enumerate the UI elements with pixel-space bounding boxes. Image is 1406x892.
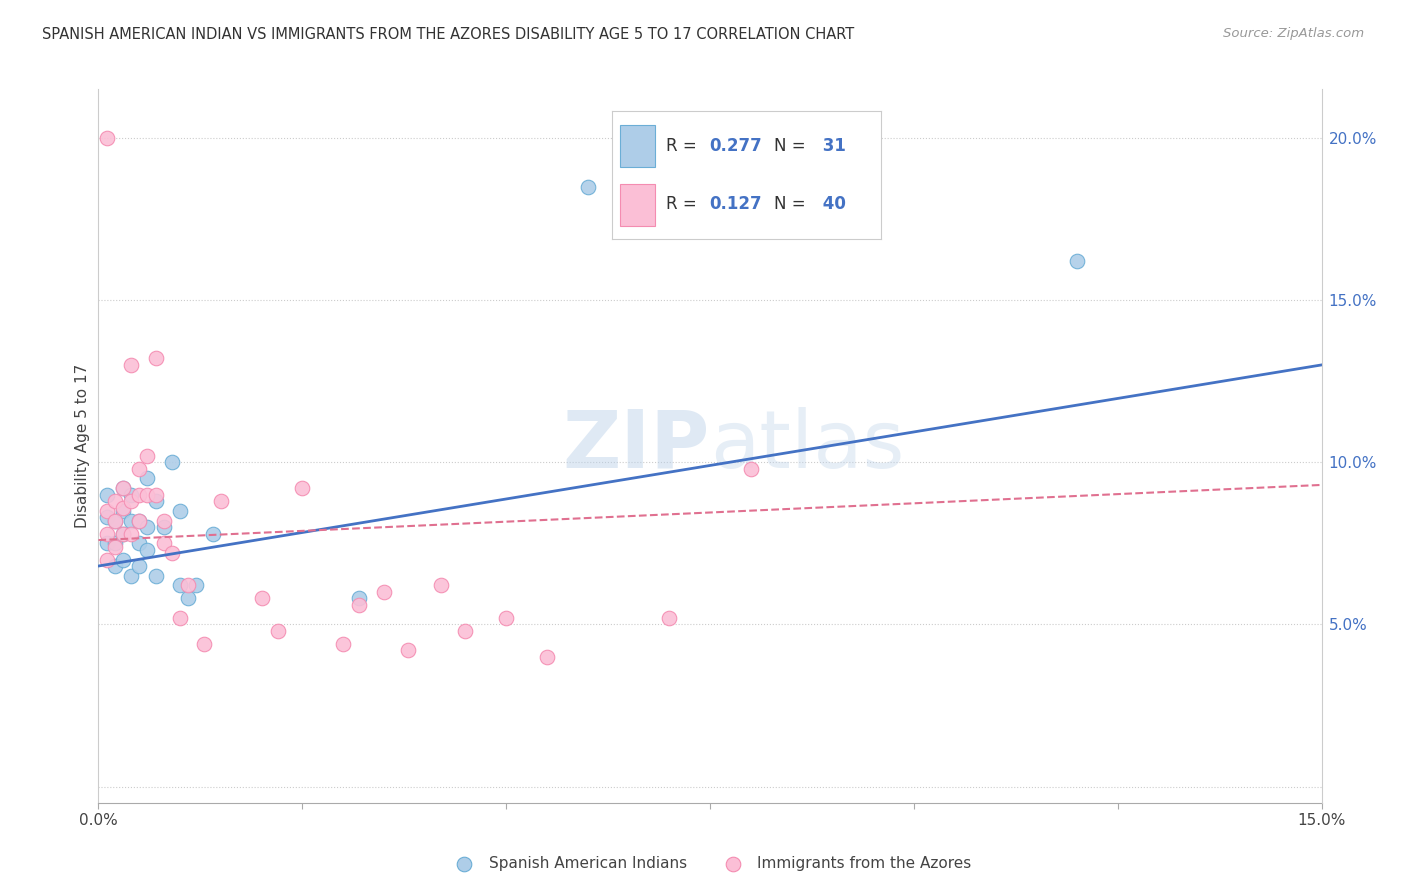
Point [145,494,167,508]
Point [177,591,200,606]
Point [169,504,191,518]
Point [250,591,273,606]
Text: 0.127: 0.127 [709,194,762,212]
Point [120,526,142,541]
Point [96,504,118,518]
Point [145,568,167,582]
Point [209,494,232,508]
Point [104,536,127,550]
Point [128,536,150,550]
Point [658,611,681,625]
Point [120,514,142,528]
Point [291,481,314,495]
Point [186,578,208,592]
Text: N =: N = [773,194,810,212]
Point [1066,254,1088,268]
Text: atlas: atlas [710,407,904,485]
Point [740,461,762,475]
Point [96,488,118,502]
Text: 0.277: 0.277 [709,137,762,155]
Point [111,500,134,515]
Point [160,546,183,560]
Text: ZIP: ZIP [562,407,710,485]
Point [128,514,150,528]
Point [104,559,127,574]
Point [145,488,167,502]
Point [267,624,290,638]
Legend: Spanish American Indians, Immigrants from the Azores: Spanish American Indians, Immigrants fro… [443,850,977,877]
Point [160,455,183,469]
Point [128,559,150,574]
Text: 40: 40 [817,194,845,212]
Point [430,578,453,592]
Bar [620,184,655,227]
Point [111,481,134,495]
Point [120,568,142,582]
Point [349,591,371,606]
Point [104,494,127,508]
Point [120,358,142,372]
Text: SPANISH AMERICAN INDIAN VS IMMIGRANTS FROM THE AZORES DISABILITY AGE 5 TO 17 COR: SPANISH AMERICAN INDIAN VS IMMIGRANTS FR… [42,27,855,42]
Text: Source: ZipAtlas.com: Source: ZipAtlas.com [1223,27,1364,40]
Point [136,471,159,485]
Point [111,481,134,495]
Point [396,643,419,657]
Point [120,494,142,508]
Point [136,542,159,557]
Point [120,488,142,502]
Point [136,488,159,502]
Point [145,351,167,366]
Point [96,510,118,524]
Point [136,520,159,534]
Bar [620,125,655,167]
Y-axis label: Disability Age 5 to 17: Disability Age 5 to 17 [75,364,90,528]
Text: R =: R = [666,137,702,155]
Point [104,514,127,528]
Point [201,526,224,541]
Point [128,461,150,475]
Point [152,514,174,528]
Point [104,540,127,554]
Point [111,526,134,541]
Text: 31: 31 [817,137,845,155]
Text: R =: R = [666,194,702,212]
Point [152,520,174,534]
Point [96,131,118,145]
Point [373,585,395,599]
Point [104,514,127,528]
Point [177,578,200,592]
Point [111,552,134,566]
Point [169,578,191,592]
Point [111,504,134,518]
Point [495,611,517,625]
Point [96,552,118,566]
Text: N =: N = [773,137,810,155]
Point [128,488,150,502]
Point [111,526,134,541]
Point [169,611,191,625]
Point [193,637,215,651]
Point [349,598,371,612]
Point [96,536,118,550]
Point [96,526,118,541]
Point [332,637,354,651]
Point [576,179,599,194]
Point [536,649,558,664]
Point [152,536,174,550]
Point [136,449,159,463]
Point [128,514,150,528]
Point [454,624,477,638]
